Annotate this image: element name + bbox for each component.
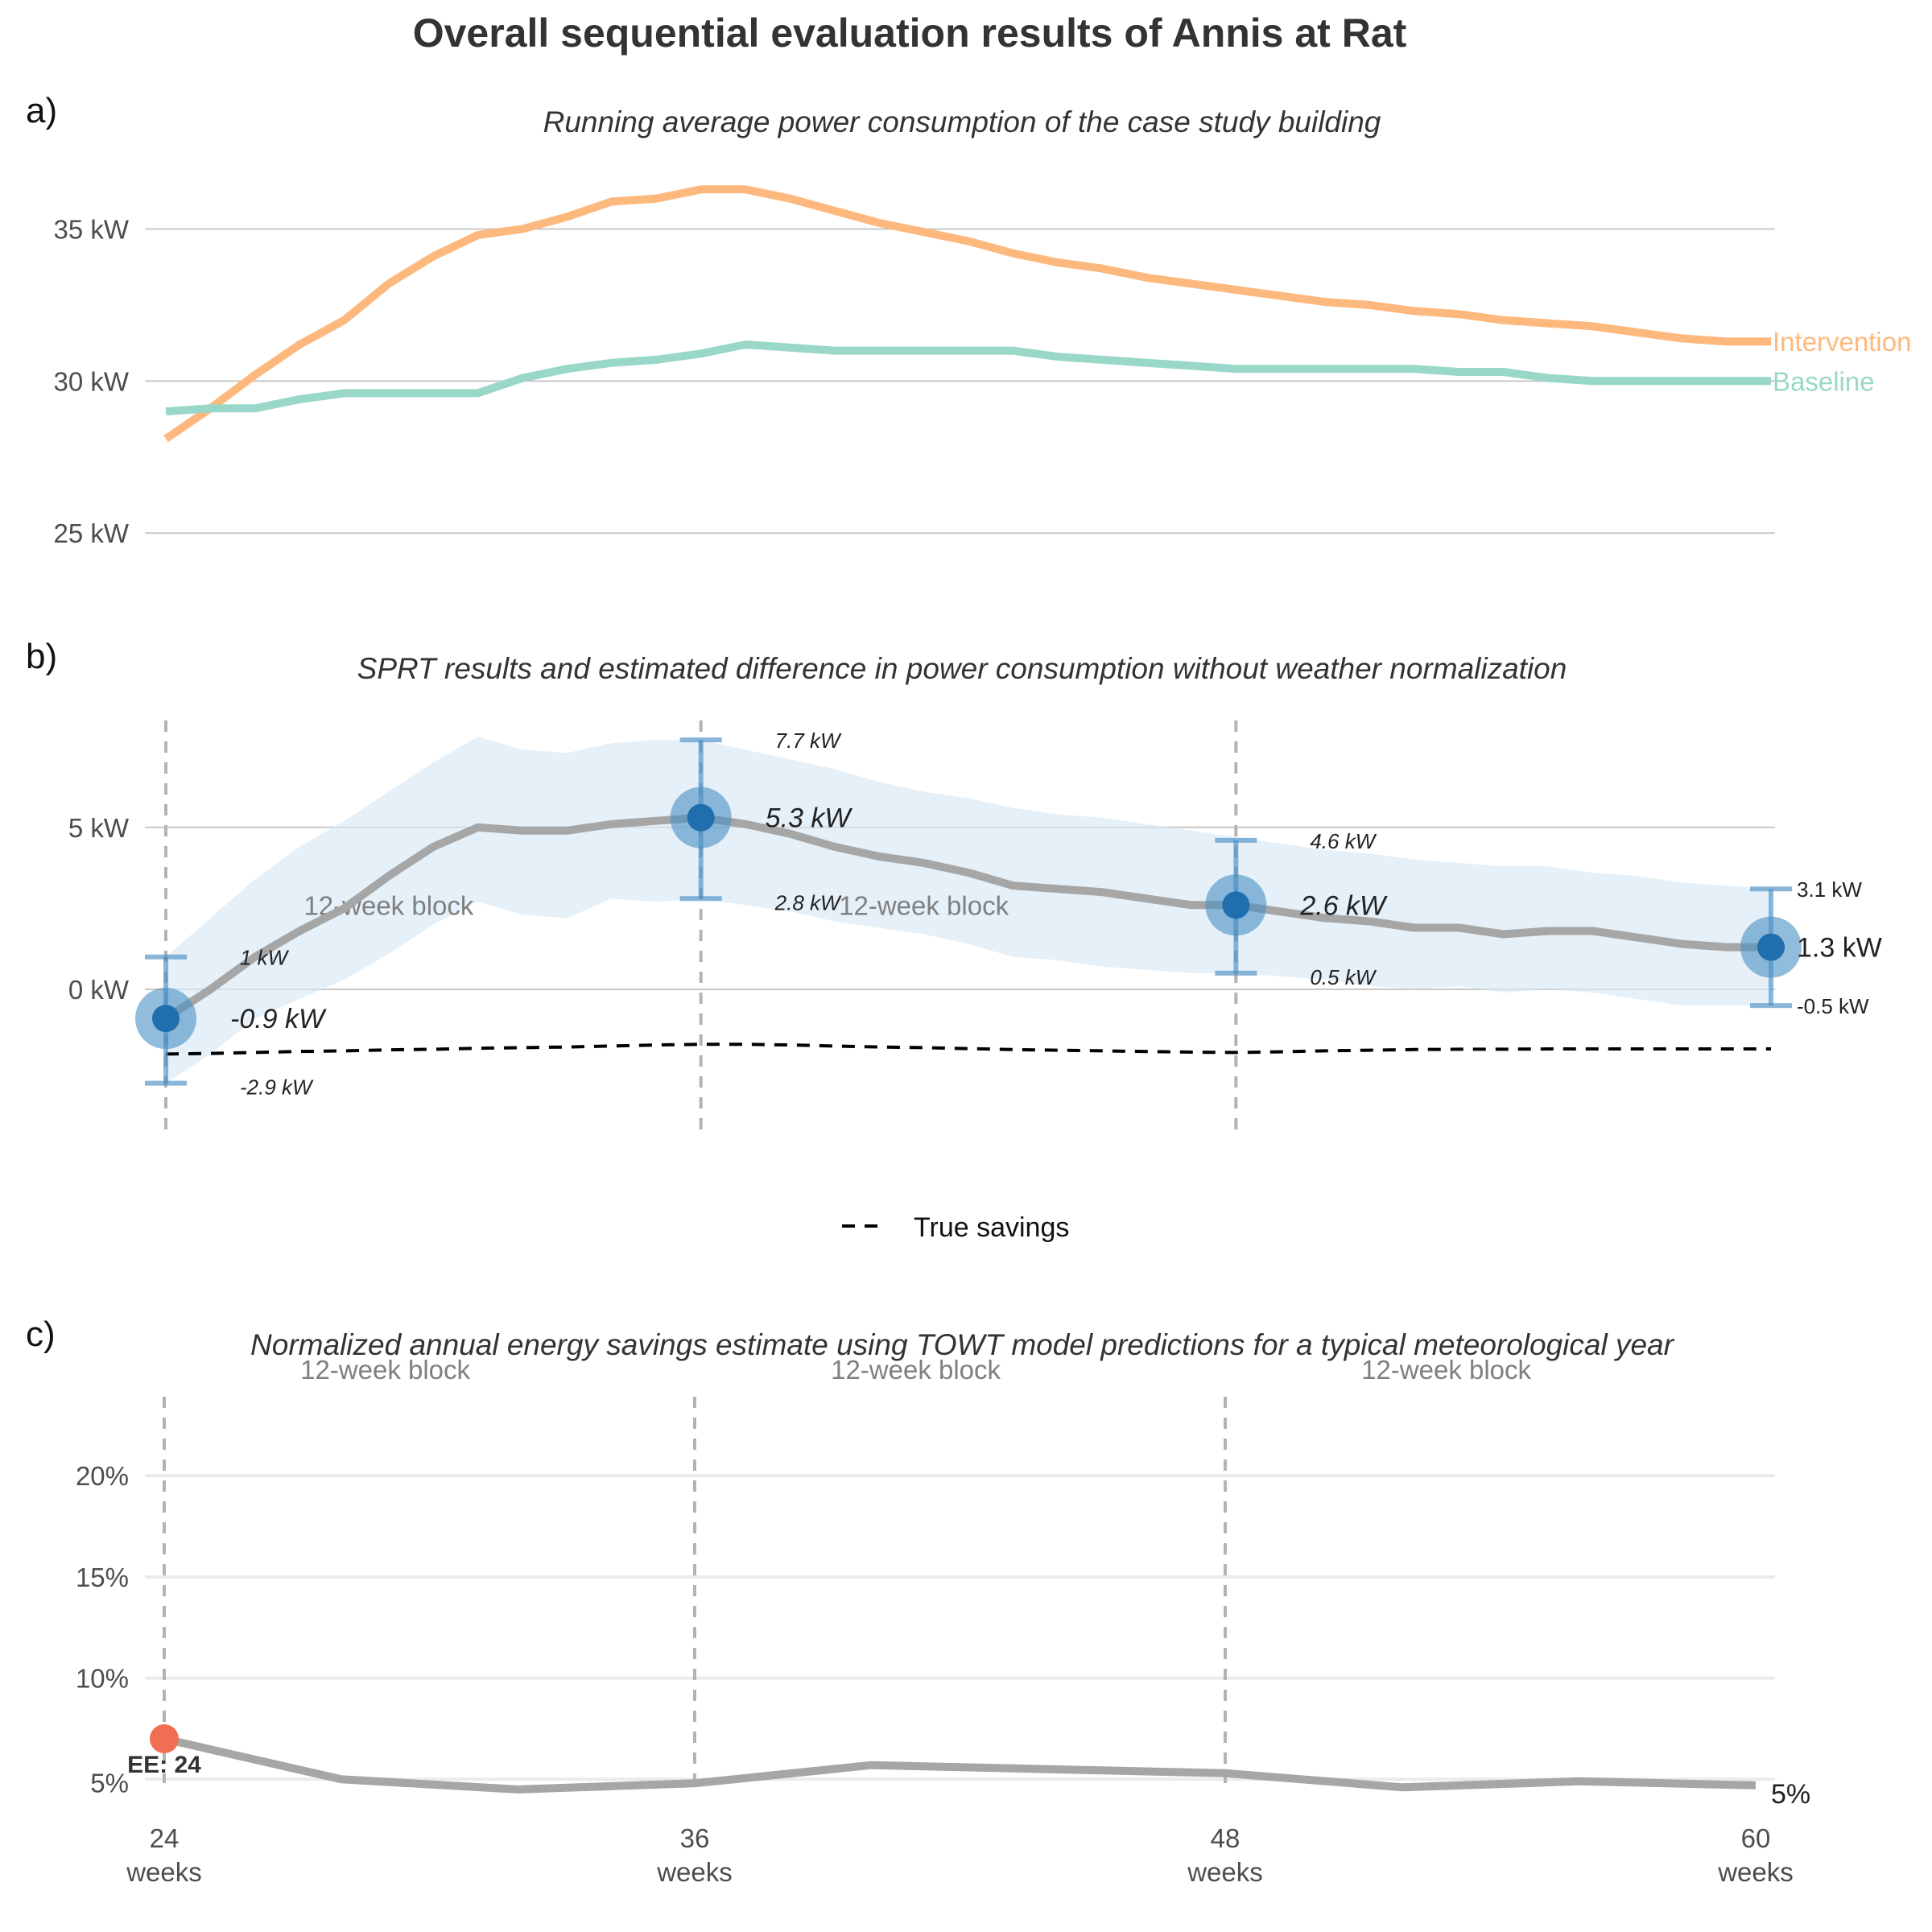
panel-c-xtick-unit: weeks	[1187, 1857, 1263, 1887]
panel-b-estimate-label: 5.3 kW	[766, 803, 853, 834]
panel-c-ytick-label: 10%	[76, 1664, 129, 1694]
panel-b-ytick-label: 5 kW	[68, 813, 130, 843]
panel-b-checkpoint-point	[687, 803, 715, 832]
panel-b-estimate-label: 1.3 kW	[1797, 933, 1882, 964]
panel-c-tag: c)	[26, 1315, 56, 1354]
panel-a-series-baseline-line	[165, 341, 1771, 416]
panel-a-ytick-label: 30 kW	[53, 366, 129, 396]
panel-b-upper-label: 3.1 kW	[1797, 877, 1862, 902]
panel-c-xtick-unit: weeks	[126, 1857, 202, 1887]
panel-c-ytick-label: 15%	[76, 1563, 129, 1592]
panel-b-lower-label: -2.9 kW	[240, 1075, 314, 1100]
panel-c-block-label: 12-week block	[1361, 1355, 1531, 1385]
panel-c-xtick-unit: weeks	[1717, 1857, 1794, 1887]
panel-a-ytick-label: 25 kW	[53, 518, 129, 548]
panel-a-series-intervention-label: Intervention	[1773, 327, 1911, 357]
panel-c-ytick-label: 5%	[90, 1768, 129, 1798]
panel-c-block-label: 12-week block	[831, 1355, 1001, 1385]
panel-c-xtick-label: 60	[1741, 1823, 1771, 1853]
panel-a-subtitle: Running average power consumption of the…	[543, 105, 1381, 138]
panel-a-tag: a)	[26, 91, 57, 130]
panel-b-upper-label: 4.6 kW	[1310, 829, 1377, 853]
panel-c-block-label: 12-week block	[300, 1355, 470, 1385]
panel-b-legend: True savings	[842, 1212, 1069, 1243]
panel-b-estimate-label: -0.9 kW	[230, 1004, 327, 1034]
panel-c-early-stop-point	[150, 1724, 179, 1753]
panel-b-ytick-label: 0 kW	[68, 975, 130, 1005]
panel-b-lower-label: 2.8 kW	[774, 890, 842, 914]
panel-c-xtick-label: 24	[150, 1823, 180, 1853]
panel-c-subtitle: Normalized annual energy savings estimat…	[250, 1328, 1675, 1361]
panel-b-lower-label: 0.5 kW	[1310, 965, 1377, 989]
panel-b-upper-label: 7.7 kW	[775, 729, 842, 753]
panel-b-estimate-line	[163, 813, 1771, 1022]
panel-b-upper-label: 1 kW	[240, 946, 290, 970]
panel-c-xtick-unit: weeks	[656, 1857, 733, 1887]
panel-c-xtick-label: 48	[1211, 1823, 1241, 1853]
panel-c-ytick-label: 20%	[76, 1461, 129, 1491]
panel-b-block-label: 12-week block	[839, 890, 1009, 920]
figure-title: Overall sequential evaluation results of…	[413, 10, 1407, 56]
panel-a-series-intervention-line	[163, 185, 1771, 443]
panel-b-checkpoint-point	[152, 1005, 180, 1033]
panel-c: c) Normalized annual energy savings esti…	[26, 1315, 1810, 1887]
panel-c-end-label: 5%	[1771, 1779, 1810, 1810]
panel-b-estimate-label: 2.6 kW	[1299, 890, 1388, 921]
panel-b-lower-label: -0.5 kW	[1797, 994, 1869, 1018]
panel-c-savings-line	[163, 1735, 1757, 1794]
panel-a-ytick-label: 35 kW	[53, 214, 129, 244]
panel-b-confidence-band	[166, 737, 1771, 1084]
panel-a: a) Running average power consumption of …	[26, 91, 1911, 548]
legend-true-savings-label: True savings	[914, 1212, 1069, 1243]
panel-b-subtitle: SPRT results and estimated difference in…	[357, 652, 1567, 685]
panel-b-checkpoint-point	[1222, 891, 1250, 919]
panel-c-xtick-label: 36	[680, 1823, 710, 1853]
panel-b-tag: b)	[26, 637, 57, 676]
panel-a-series-baseline-label: Baseline	[1773, 366, 1875, 396]
panel-b: b) SPRT results and estimated difference…	[26, 637, 1882, 1243]
panel-c-early-stop-label: EE: 24	[127, 1752, 201, 1778]
panel-b-true-savings-line	[165, 1042, 1771, 1056]
panel-b-checkpoint-point	[1757, 933, 1785, 961]
